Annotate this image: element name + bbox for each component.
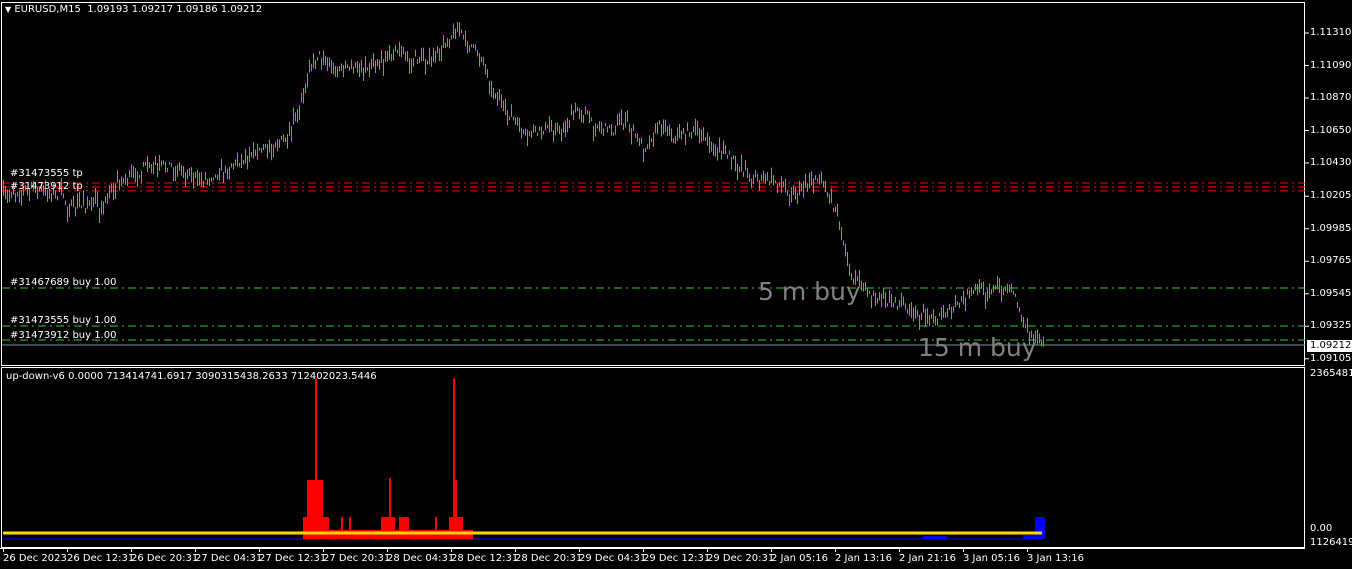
histogram-down-bar — [1023, 534, 1035, 539]
time-axis-label: 26 Dec 20:31 — [131, 553, 199, 564]
ohlc-values: 1.09193 1.09217 1.09186 1.09212 — [87, 4, 263, 15]
indicator-histogram — [2, 378, 1045, 540]
histogram-up-bar — [399, 517, 409, 539]
price-axis-label: 1.09545 — [1310, 287, 1352, 299]
buy-order-label: #31467689 buy 1.00 — [10, 277, 117, 288]
time-axis-label: 26 Dec 12:31 — [67, 553, 135, 564]
time-axis-label: 29 Dec 20:31 — [707, 553, 775, 564]
price-axis-label: 1.10870 — [1310, 92, 1352, 103]
time-axis-label: 27 Dec 04:31 — [195, 553, 263, 564]
indicator-window-border — [1, 367, 1305, 548]
histogram-up-bar — [315, 378, 317, 539]
histogram-up-bar — [349, 517, 351, 539]
time-axis-label: 2 Jan 05:16 — [771, 553, 828, 564]
price-axis-label: 1.11090 — [1310, 59, 1352, 71]
time-axis-label: 28 Dec 04:31 — [387, 553, 455, 564]
time-axis-label: 3 Jan 05:16 — [963, 553, 1020, 564]
tp-label: #31473912 tp — [10, 181, 83, 192]
time-axis-label: 29 Dec 12:31 — [643, 553, 711, 564]
tp-label: #31473555 tp — [10, 168, 83, 179]
histogram-up-bar — [435, 517, 437, 539]
time-axis-label: 27 Dec 12:31 — [259, 553, 327, 564]
time-axis-label: 27 Dec 20:31 — [323, 553, 391, 564]
time-axis-label: 28 Dec 12:31 — [451, 553, 519, 564]
histogram-down-bar — [1035, 517, 1045, 539]
time-axis-label: 2 Jan 21:16 — [899, 553, 956, 564]
indicator-title: up-down-v6 0.0000 713414741.6917 3090315… — [6, 371, 377, 382]
buy-order-label: #31473555 buy 1.00 — [10, 315, 117, 326]
time-axis-ticks — [3, 548, 1028, 552]
price-axis-label: 1.10650 — [1310, 124, 1352, 136]
indicator-axis-max: 236548195 — [1310, 368, 1352, 379]
histogram-up-bar — [453, 378, 455, 539]
take-profit-lines — [2, 182, 1305, 192]
histogram-up-bar — [341, 517, 343, 539]
price-axis-label: 1.10205 — [1310, 190, 1352, 202]
price-axis-ticks — [1305, 32, 1309, 360]
time-axis-label: 3 Jan 13:16 — [1027, 553, 1084, 564]
chart-header: ▼ EURUSD,M15 1.09193 1.09217 1.09186 1.0… — [5, 4, 262, 16]
time-axis-label: 29 Dec 04:31 — [579, 553, 647, 564]
annotation-5m-buy: 5 m buy — [758, 277, 861, 306]
time-axis-label: 28 Dec 20:31 — [515, 553, 583, 564]
time-axis-label: 26 Dec 2023 — [3, 553, 67, 564]
symbol-timeframe: EURUSD,M15 — [14, 4, 81, 15]
triangle-down-icon[interactable]: ▼ — [5, 5, 12, 14]
indicator-axis-min: 11264199 — [1310, 537, 1352, 548]
buy-order-lines — [2, 287, 1305, 341]
price-bars — [3, 21, 1044, 347]
histogram-up-bar — [389, 478, 391, 539]
price-axis-label: 1.09325 — [1310, 320, 1352, 332]
price-axis-label: 1.10430 — [1310, 157, 1352, 168]
histogram-up-bar — [381, 517, 395, 539]
price-axis-label: 1.09105 — [1310, 352, 1352, 364]
main-chart-border — [1, 2, 1305, 366]
price-axis-label: 1.09985 — [1310, 222, 1352, 234]
bid-price-label: 1.09212 — [1307, 340, 1352, 352]
annotation-15m-buy: 15 m buy — [918, 333, 1037, 362]
price-axis-label: 1.09765 — [1310, 255, 1352, 267]
indicator-axis-zero: 0.00 — [1310, 523, 1333, 534]
price-axis-label: 1.11310 — [1310, 27, 1352, 38]
histogram-down-bar — [923, 536, 947, 539]
time-axis-label: 2 Jan 13:16 — [835, 553, 892, 564]
buy-order-label: #31473912 buy 1.00 — [10, 330, 117, 341]
